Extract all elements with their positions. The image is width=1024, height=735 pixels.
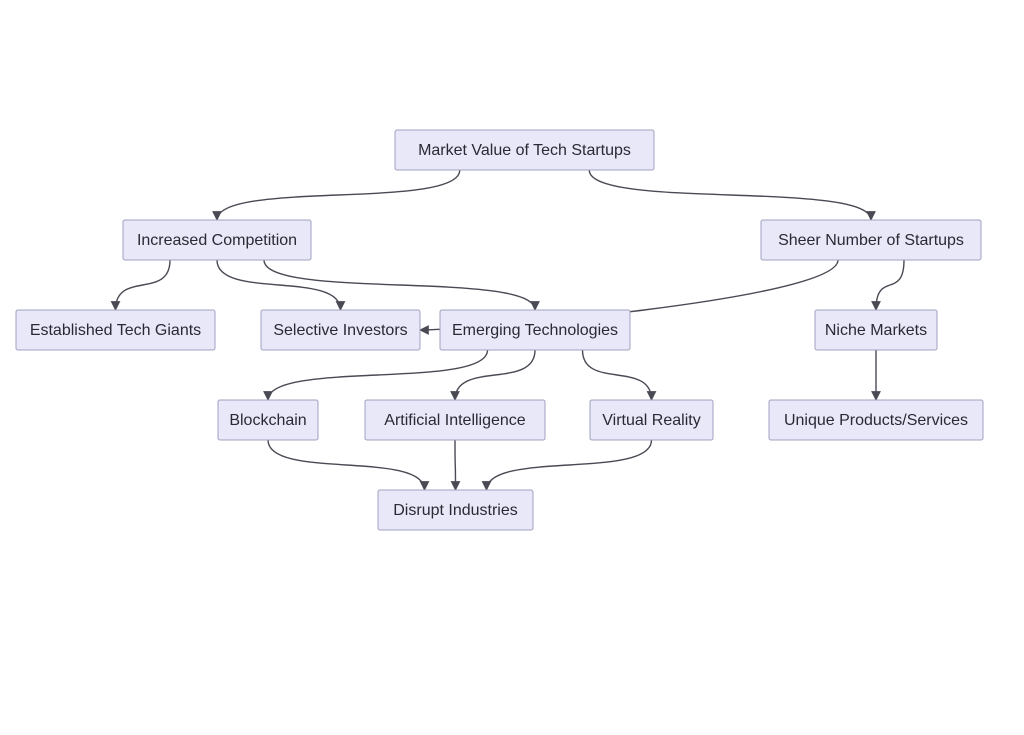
node-investors: Selective Investors [261, 310, 420, 350]
node-block: Blockchain [218, 400, 318, 440]
edge-root-to-sheer [589, 170, 871, 220]
edge-block-to-disrupt [268, 440, 425, 490]
edge-ai-to-disrupt [455, 440, 456, 490]
node-emerging-label: Emerging Technologies [452, 322, 618, 339]
nodes-layer: Market Value of Tech Startups Increased C… [16, 130, 983, 530]
edge-emerging-to-ai [455, 350, 535, 400]
node-giants: Established Tech Giants [16, 310, 215, 350]
node-giants-label: Established Tech Giants [30, 322, 201, 339]
edge-sheer-to-niche [876, 260, 904, 310]
node-sheer-label: Sheer Number of Startups [778, 232, 964, 249]
node-vr-label: Virtual Reality [602, 412, 700, 429]
edge-comp-to-investors [217, 260, 341, 310]
node-root: Market Value of Tech Startups [395, 130, 654, 170]
edge-emerging-to-block [268, 350, 488, 400]
edge-emerging-to-vr [583, 350, 652, 400]
node-unique: Unique Products/Services [769, 400, 983, 440]
node-unique-label: Unique Products/Services [784, 412, 968, 429]
node-sheer: Sheer Number of Startups [761, 220, 981, 260]
node-disrupt: Disrupt Industries [378, 490, 533, 530]
node-niche-label: Niche Markets [825, 322, 927, 339]
node-disrupt-label: Disrupt Industries [393, 502, 518, 519]
node-comp-label: Increased Competition [137, 232, 297, 249]
node-comp: Increased Competition [123, 220, 311, 260]
edge-root-to-comp [217, 170, 460, 220]
node-root-label: Market Value of Tech Startups [418, 142, 631, 159]
node-emerging: Emerging Technologies [440, 310, 630, 350]
node-investors-label: Selective Investors [273, 322, 407, 339]
edge-vr-to-disrupt [487, 440, 652, 490]
node-ai: Artificial Intelligence [365, 400, 545, 440]
edge-comp-to-giants [116, 260, 171, 310]
node-ai-label: Artificial Intelligence [384, 412, 526, 429]
node-block-label: Blockchain [229, 412, 306, 429]
flowchart-canvas: Market Value of Tech Startups Increased C… [0, 0, 1024, 735]
node-vr: Virtual Reality [590, 400, 713, 440]
edge-comp-to-emerging [264, 260, 535, 310]
node-niche: Niche Markets [815, 310, 937, 350]
